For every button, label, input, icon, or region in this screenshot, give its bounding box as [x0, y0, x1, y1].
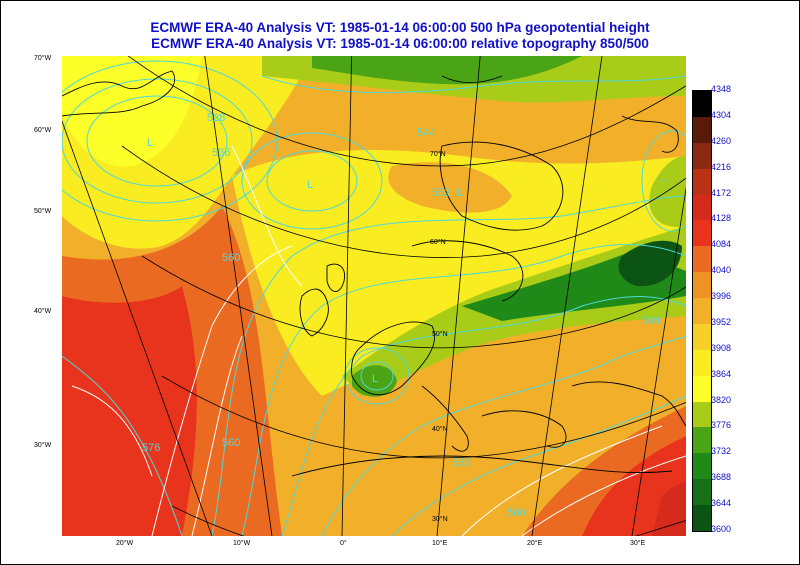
- field-yellow-nw2: [62, 56, 202, 167]
- bottom-lon-label: 20°E: [527, 540, 543, 547]
- colorbar-segment: [693, 298, 711, 325]
- contour-label: L: [662, 172, 668, 184]
- colorbar-segment: [693, 349, 711, 376]
- field-green-top2: [312, 56, 582, 85]
- colorbar-tick-label: 4260: [711, 135, 732, 146]
- colorbar: [692, 90, 712, 532]
- contour-label: 576: [142, 442, 160, 454]
- colorbar-tick-label: 3996: [711, 291, 732, 302]
- colorbar-segment: [693, 272, 711, 299]
- thickness-contours: [71, 145, 686, 536]
- map-lat-label-group: 70°N 60°N 50°N 40°N 30°N: [430, 150, 448, 523]
- contour-label: L: [307, 179, 313, 191]
- colorbar-tick-label: 3644: [711, 498, 732, 509]
- colorbar-tick-label: 4040: [711, 265, 732, 276]
- colorbar-segment: [693, 479, 711, 506]
- left-lon-label: 30°W: [34, 442, 52, 449]
- contour-label: L: [372, 373, 378, 385]
- colorbar-segment: [693, 505, 711, 532]
- contour-label: 552: [452, 457, 470, 469]
- colorbar-tick-label: 4172: [711, 187, 732, 198]
- left-lon-label: 40°W: [34, 308, 52, 315]
- contour-label: 552: [432, 187, 450, 199]
- contour-label: 544: [417, 127, 435, 139]
- map-lat-label: 30°N: [432, 515, 448, 523]
- field-green-east: [649, 156, 686, 227]
- colorbar-tick-label: 4216: [711, 161, 732, 172]
- title-line-1: ECMWF ERA-40 Analysis VT: 1985-01-14 06:…: [150, 20, 650, 35]
- colorbar-tick-label: 3820: [711, 394, 732, 405]
- colorbar-segment: [693, 168, 711, 195]
- colorbar-segment: [693, 91, 711, 117]
- colorbar-tick-label: 3776: [711, 420, 732, 431]
- coastlines: [62, 70, 686, 477]
- field-green-core: [618, 240, 682, 287]
- field-orange-west: [62, 206, 282, 536]
- contour-label: L: [147, 137, 153, 149]
- colorbar-tick-label: 3600: [711, 524, 732, 534]
- colorbar-segment: [693, 323, 711, 350]
- colorbar-segment: [693, 194, 711, 221]
- map-canvas: L L L L L 528 536 544 552 560 576 560 55…: [62, 56, 686, 536]
- colorbar-tick-label: 3732: [711, 446, 732, 457]
- contour-label: 560: [222, 252, 240, 264]
- contour-label: 560: [222, 437, 240, 449]
- field-orange-scandi: [388, 162, 512, 213]
- colorbar-tick-label: 4304: [711, 109, 732, 120]
- colorbar-tick-label: 4084: [711, 239, 732, 250]
- colorbar-tick-label: 3908: [711, 342, 732, 353]
- map-lat-label: 40°N: [432, 425, 448, 433]
- colorbar-tick-label: 3688: [711, 472, 732, 483]
- contour-label: 560: [507, 507, 525, 519]
- colorbar-segment: [693, 116, 711, 143]
- colorbar-segment: [693, 246, 711, 273]
- geopotential-contours: [62, 60, 686, 536]
- left-lon-label: 70°W: [34, 55, 52, 62]
- title-line-2: ECMWF ERA-40 Analysis VT: 1985-01-14 06:…: [151, 36, 649, 51]
- colorbar-tick-label: 4348: [711, 84, 732, 94]
- contour-label: 536: [212, 147, 230, 159]
- map-lat-label: 50°N: [432, 330, 448, 338]
- field-red-corner: [652, 481, 686, 536]
- field-red-west: [62, 286, 197, 536]
- bottom-lon-label: 10°E: [432, 540, 448, 547]
- contour-label: 544: [642, 315, 660, 327]
- field-yellow-center: [232, 150, 686, 396]
- colorbar-tick-label: 3952: [711, 316, 732, 327]
- colorbar-segment: [693, 220, 711, 247]
- bottom-lon-label: 20°W: [116, 540, 134, 547]
- colorbar-segment: [693, 142, 711, 169]
- field-green-iberia: [352, 365, 397, 397]
- bottom-lon-label: 30°E: [630, 540, 646, 547]
- left-lon-label: 50°W: [34, 208, 52, 215]
- left-lon-label: 60°W: [34, 127, 52, 134]
- colorbar-tick-label: 4128: [711, 213, 732, 224]
- colorbar-segment: [693, 375, 711, 402]
- bottom-lon-label: 0°: [340, 540, 347, 547]
- map-lat-label: 70°N: [430, 150, 446, 158]
- contour-label-group: L L L L L 528 536 544 552 560 576 560 55…: [142, 112, 668, 519]
- contour-label: 528: [207, 112, 225, 124]
- map-lat-label: 60°N: [430, 238, 446, 246]
- contour-label: L: [457, 187, 463, 199]
- colorbar-segment: [693, 401, 711, 428]
- weather-map: L L L L L 528 536 544 552 560 576 560 55…: [62, 56, 686, 536]
- bottom-lon-label: 10°W: [233, 540, 251, 547]
- colorbar-segment: [693, 427, 711, 454]
- colorbar-segment: [693, 453, 711, 480]
- field-orange-south: [362, 366, 686, 536]
- colorbar-tick-label: 3864: [711, 368, 732, 379]
